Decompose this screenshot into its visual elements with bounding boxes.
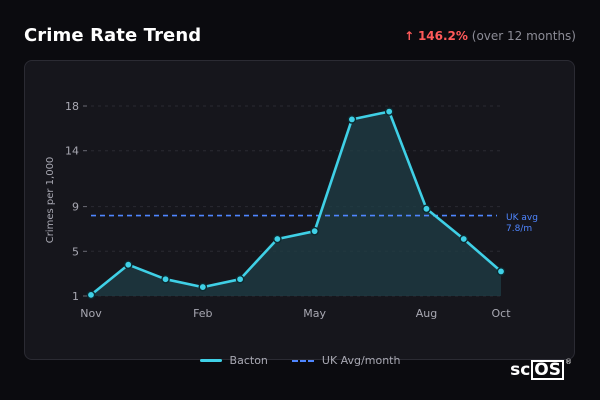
change-indicator: ↑ 146.2% (over 12 months) [404, 29, 576, 43]
data-point [123, 260, 133, 270]
y-tick-label: 18 [65, 100, 79, 113]
data-point [347, 115, 357, 124]
x-axis-ticks: Nov Feb May Aug Oct [80, 307, 511, 320]
solid-line-swatch-icon [199, 359, 222, 362]
y-tick-label: 14 [65, 145, 79, 158]
data-point [310, 226, 319, 236]
trend-up-icon: ↑ [404, 29, 415, 43]
data-point [496, 267, 506, 276]
data-point [459, 234, 469, 244]
dashed-line-swatch-icon [291, 359, 314, 362]
chart-card [24, 60, 575, 360]
logo-boxed-text: OS [531, 360, 564, 380]
y-tick-label: 9 [72, 201, 79, 214]
data-point [273, 234, 282, 244]
uk-avg-value-label: 7.8/m [506, 224, 532, 234]
legend-item-uk-avg[interactable]: UK Avg/month [291, 354, 401, 367]
chart-title: Crime Rate Trend [24, 25, 202, 46]
data-point [384, 107, 394, 116]
legend-label-uk-avg: UK Avg/month [321, 354, 401, 367]
series-line-bacton [90, 110, 502, 296]
x-tick-label: May [303, 307, 326, 320]
data-point [235, 274, 245, 284]
x-tick-label: Oct [491, 307, 511, 320]
y-tick-label: 5 [72, 245, 79, 258]
data-point [86, 290, 96, 300]
y-axis-label: Crimes per 1,000 [45, 157, 56, 244]
scos-logo: sc OS ® [510, 358, 572, 380]
legend-label-bacton: Bacton [229, 354, 268, 367]
data-point [161, 274, 170, 284]
y-axis-ticks: 1 5 9 14 18 [65, 100, 87, 303]
x-tick-label: Aug [416, 307, 437, 320]
chart-legend: Bacton UK Avg/month [0, 354, 600, 367]
x-tick-label: Feb [193, 307, 212, 320]
logo-prefix: sc [510, 360, 531, 380]
data-point [198, 282, 208, 292]
registered-mark: ® [565, 358, 572, 366]
data-points [86, 107, 506, 300]
legend-item-bacton[interactable]: Bacton [199, 354, 268, 367]
x-tick-label: Nov [80, 307, 102, 320]
change-period: (over 12 months) [471, 29, 576, 43]
series-area [91, 111, 501, 296]
y-tick-label: 1 [72, 290, 79, 303]
change-percent: 146.2% [417, 29, 468, 43]
uk-avg-label: UK avg [506, 213, 538, 223]
data-point [422, 204, 431, 214]
